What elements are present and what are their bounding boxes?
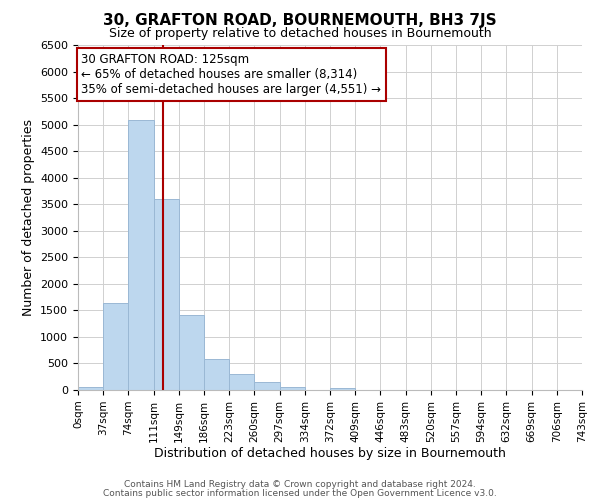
Bar xyxy=(280,387,305,390)
Text: Contains HM Land Registry data © Crown copyright and database right 2024.: Contains HM Land Registry data © Crown c… xyxy=(124,480,476,489)
Bar xyxy=(103,304,128,390)
Text: 30 GRAFTON ROAD: 125sqm
← 65% of detached houses are smaller (8,314)
35% of semi: 30 GRAFTON ROAD: 125sqm ← 65% of detache… xyxy=(82,53,382,96)
Bar xyxy=(128,120,154,390)
X-axis label: Distribution of detached houses by size in Bournemouth: Distribution of detached houses by size … xyxy=(154,448,506,460)
Bar xyxy=(229,374,254,390)
Bar xyxy=(254,382,280,390)
Y-axis label: Number of detached properties: Number of detached properties xyxy=(22,119,35,316)
Bar xyxy=(78,387,103,390)
Text: 30, GRAFTON ROAD, BOURNEMOUTH, BH3 7JS: 30, GRAFTON ROAD, BOURNEMOUTH, BH3 7JS xyxy=(103,12,497,28)
Text: Size of property relative to detached houses in Bournemouth: Size of property relative to detached ho… xyxy=(109,28,491,40)
Bar xyxy=(154,199,179,390)
Text: Contains public sector information licensed under the Open Government Licence v3: Contains public sector information licen… xyxy=(103,488,497,498)
Bar xyxy=(179,314,204,390)
Bar xyxy=(204,359,229,390)
Bar xyxy=(330,388,355,390)
